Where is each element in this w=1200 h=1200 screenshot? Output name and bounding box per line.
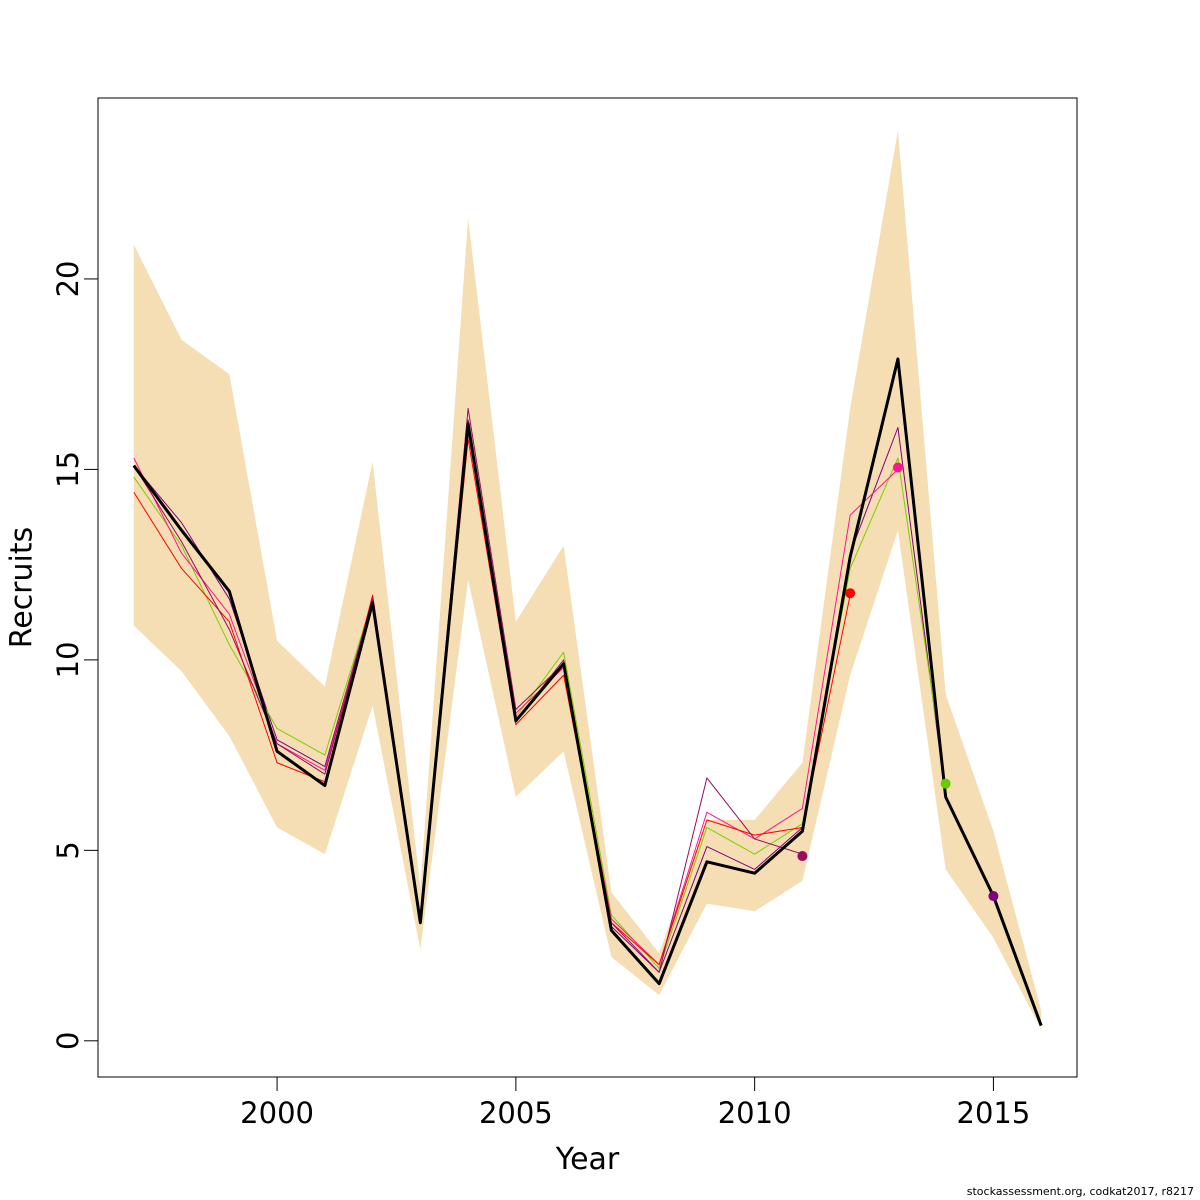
confidence-band (133, 130, 1042, 1030)
y-tick-label: 0 (51, 1032, 85, 1050)
end-point-3 (892, 462, 903, 473)
confidence-band-area (133, 130, 1042, 1030)
x-axis-title: Year (555, 1142, 620, 1177)
x-tick-label: 2005 (479, 1096, 553, 1130)
y-tick-label: 20 (51, 260, 85, 297)
y-tick-label: 10 (51, 641, 85, 678)
x-axis: 2000 2005 2010 2015 (240, 1076, 1031, 1130)
y-axis-title: Recruits (5, 527, 40, 649)
end-point-2 (845, 588, 856, 599)
x-tick-label: 2010 (718, 1096, 792, 1130)
y-tick-label: 15 (51, 451, 85, 488)
end-point-5 (988, 891, 999, 902)
x-tick-label: 2000 (240, 1096, 314, 1130)
end-points (797, 462, 999, 902)
series-line-5 (133, 407, 803, 973)
credit-text: stockassessment.org, codkat2017, r8217 (966, 1185, 1194, 1198)
series-line-main (132, 357, 1043, 1027)
y-axis: 0 5 10 15 20 (51, 260, 99, 1050)
y-tick-label: 5 (51, 841, 85, 859)
series-lines (132, 357, 1043, 1027)
x-tick-label: 2015 (957, 1096, 1031, 1130)
end-point-1 (797, 851, 808, 862)
series-line-4 (133, 438, 851, 966)
end-point-4 (940, 778, 951, 789)
